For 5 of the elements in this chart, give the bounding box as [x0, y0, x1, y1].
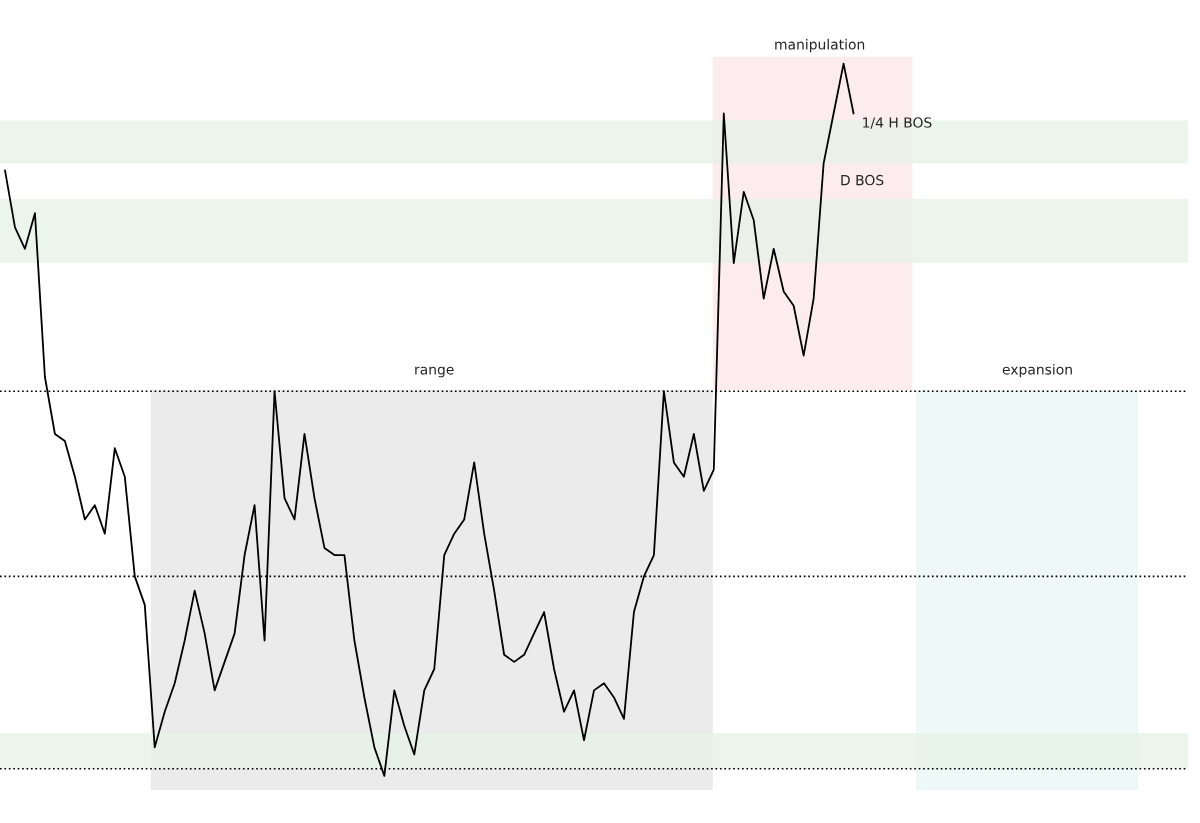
text: manipulation — [775, 38, 865, 53]
annotation: D BOS — [841, 174, 884, 186]
annotation: expansion — [1002, 363, 1072, 378]
annotation: range — [415, 366, 454, 378]
annotation: 1/4 H BOS — [863, 117, 932, 129]
